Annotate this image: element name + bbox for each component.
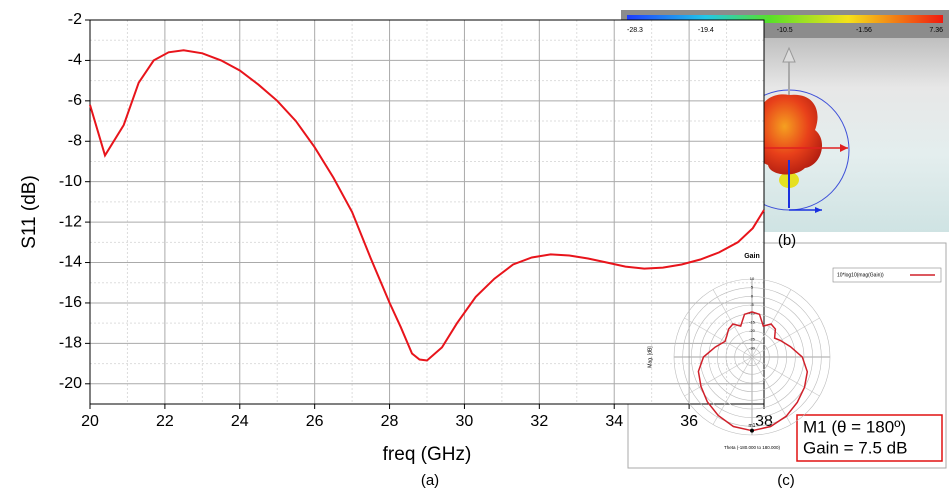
colorbar-label: -10.5 <box>777 27 793 34</box>
polar-title: Gain <box>744 253 760 260</box>
y-tick-label: -16 <box>59 294 82 311</box>
marker-label: m1 <box>749 423 756 429</box>
colorbar-label: -28.3 <box>627 27 643 34</box>
r-tick-label: -20 <box>749 328 756 333</box>
y-tick-label: -20 <box>59 375 82 392</box>
x-tick-label: 28 <box>381 413 399 430</box>
r-tick-label: -15 <box>749 319 756 324</box>
y-tick-label: -8 <box>68 132 82 149</box>
y-tick-label: -2 <box>68 11 82 28</box>
x-tick-label: 36 <box>680 413 698 430</box>
x-tick-label: 32 <box>530 413 548 430</box>
annotation: M1 (θ = 180º) <box>803 417 906 436</box>
legend-entry: 10*log10(mag(Gain)) <box>837 272 884 278</box>
caption: (c) <box>777 472 795 489</box>
colorbar-label: -19.4 <box>698 27 714 34</box>
x-tick-label: 20 <box>81 413 99 430</box>
polar-y-label: Mag. [dB] <box>647 346 653 368</box>
x-axis-label: freq (GHz) <box>383 444 472 465</box>
colorbar-label: 7.36 <box>929 27 943 34</box>
y-tick-label: -6 <box>68 92 82 109</box>
x-tick-label: 30 <box>456 413 474 430</box>
caption: (a) <box>421 472 439 489</box>
annotation: Gain = 7.5 dB <box>803 438 907 457</box>
colorbar-label: -1.56 <box>856 27 872 34</box>
caption: (b) <box>778 232 796 249</box>
polar-x-label: Theta (-180.000 to 180.000) <box>724 445 781 450</box>
y-tick-label: -12 <box>59 213 82 230</box>
x-tick-label: 26 <box>306 413 324 430</box>
r-tick-label: -25 <box>749 337 756 342</box>
x-tick-label: 22 <box>156 413 174 430</box>
y-axis-label: S11 (dB) <box>19 175 40 249</box>
y-tick-label: -4 <box>68 52 82 69</box>
figure: 20222426283032343638-20-18-16-14-12-10-8… <box>0 0 950 492</box>
r-tick-label: 10 <box>750 276 755 281</box>
y-tick-label: -14 <box>59 254 82 271</box>
y-tick-label: -18 <box>59 335 82 352</box>
r-tick-label: -30 <box>749 345 756 350</box>
y-tick-label: -10 <box>59 173 82 190</box>
marker <box>750 429 754 433</box>
x-tick-label: 34 <box>605 413 623 430</box>
x-tick-label: 24 <box>231 413 249 430</box>
